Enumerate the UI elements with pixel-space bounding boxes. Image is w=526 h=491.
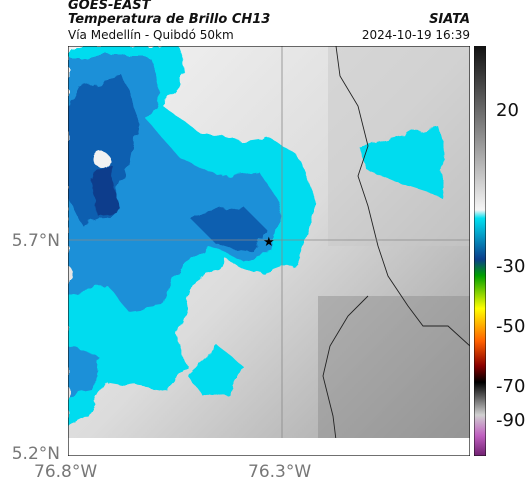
star-icon[interactable]: ★ (263, 235, 275, 250)
colorbar-tick: -70 (496, 376, 526, 397)
colorbar-tick: -90 (496, 410, 526, 431)
x-tick-label: 76.8°W (34, 462, 98, 482)
x-tick-label: 76.3°W (248, 462, 312, 482)
timestamp: 2024-10-19 16:39 (361, 28, 470, 42)
colorbar-tick: -30 (496, 256, 526, 277)
colorbar (474, 46, 486, 456)
y-tick-label: 5.7°N (11, 231, 60, 251)
product-title: Temperatura de Brillo CH13 (68, 12, 271, 27)
map-panel[interactable]: ★ (68, 46, 470, 456)
satellite-map: ★ (68, 46, 470, 456)
colorbar-tick: -50 (496, 316, 526, 337)
satellite-title: GOES-EAST (68, 0, 151, 13)
y-tick-label: 5.2°N (11, 444, 60, 464)
region-subtitle: Vía Medellín - Quibdó 50km (68, 28, 234, 42)
colorbar-tick: 20 (496, 100, 519, 121)
source-label: SIATA (429, 12, 470, 27)
border-line (335, 46, 470, 347)
cloud-layers (68, 46, 446, 426)
border-line-south (322, 295, 369, 456)
